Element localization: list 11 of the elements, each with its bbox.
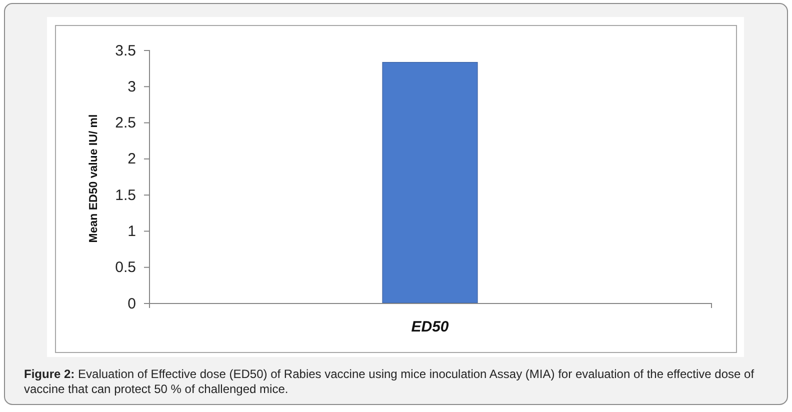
y-tick-label: 3.5 [115,42,136,60]
y-axis-title: Mean ED50 value IU/ ml [88,114,100,243]
y-tick-label: 0.5 [115,259,136,276]
y-tick-label: 1.5 [115,186,136,204]
y-tick-label: 2.5 [115,114,136,132]
text: Figure 2: Evaluation of Effective dose (ED50) of Rabies vaccine using mice inoculation Assay (MIA) for evaluation of the effective dose of vaccine that can protect 50 % of challenged mice. [24,367,754,396]
y-tick-label: 1 [128,222,136,240]
y-tick-label: 0 [128,295,136,312]
y-tick-label: 3 [128,78,136,96]
x-tick-label: ED50 [411,318,450,336]
y-tick-label: 2 [128,150,136,168]
